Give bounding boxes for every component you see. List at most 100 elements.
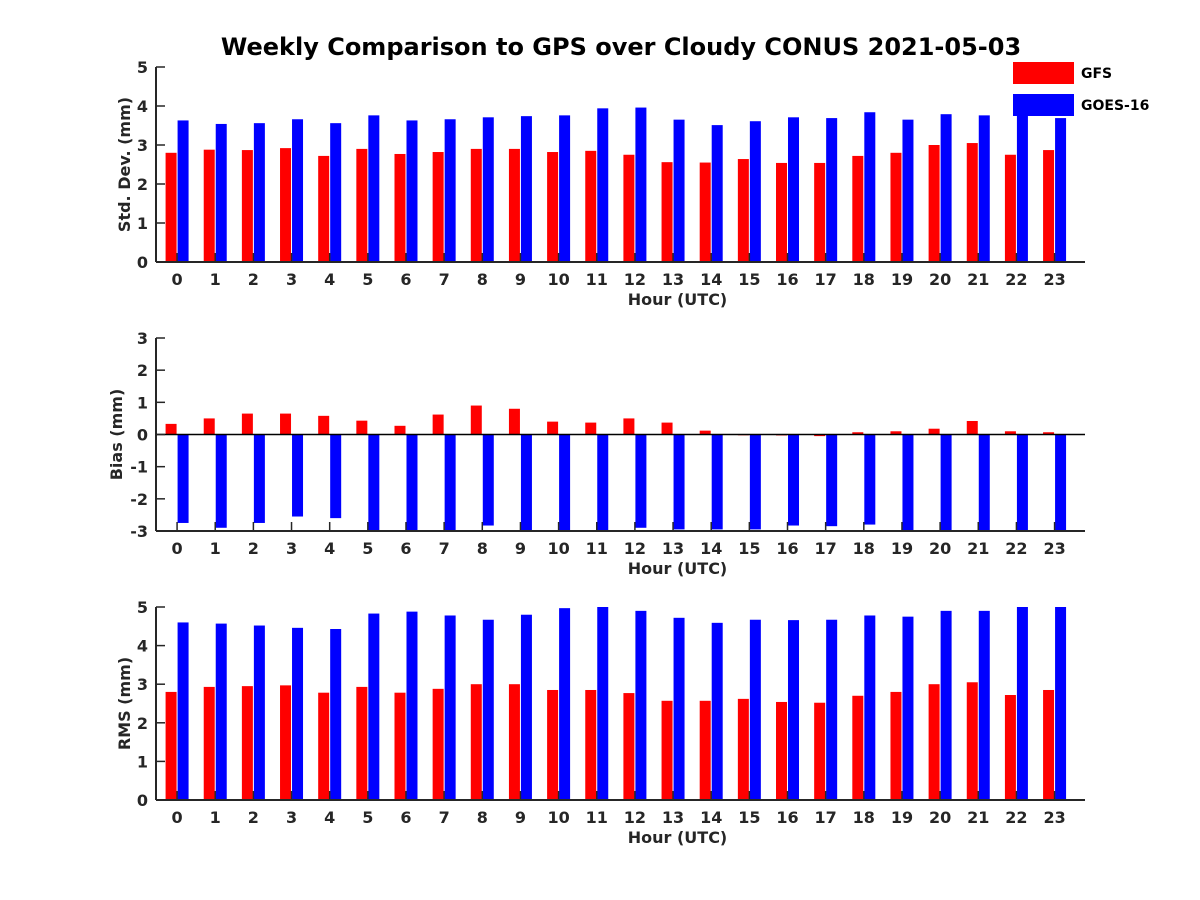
bar-goes-16-hour-15: [749, 434, 761, 530]
bar-gfs-hour-10: [547, 152, 559, 262]
bar-goes-16-hour-5: [368, 115, 380, 262]
bar-gfs-hour-2: [241, 150, 253, 262]
bar-gfs-hour-17: [814, 702, 826, 800]
bar-goes-16-hour-12: [635, 610, 647, 800]
x-tick-label: 12: [624, 270, 646, 289]
x-tick-label: 18: [853, 539, 875, 558]
x-axis-label: Hour (UTC): [628, 828, 728, 847]
x-tick-label: 21: [967, 270, 989, 289]
bar-goes-16-hour-2: [253, 123, 265, 262]
bar-goes-16-hour-0: [177, 120, 189, 263]
y-tick-label: 1: [137, 214, 148, 233]
x-tick-label: 11: [586, 539, 608, 558]
x-tick-label: 21: [967, 808, 989, 827]
x-tick-label: 14: [700, 270, 722, 289]
bar-goes-16-hour-7: [444, 615, 456, 800]
bar-gfs-hour-19: [890, 691, 902, 800]
bar-goes-16-hour-19: [902, 616, 914, 800]
x-tick-label: 23: [1043, 539, 1065, 558]
bar-goes-16-hour-1: [215, 434, 227, 528]
y-tick-label: 0: [137, 426, 148, 445]
x-tick-label: 22: [1005, 808, 1027, 827]
bar-goes-16-hour-21: [978, 115, 990, 262]
bar-gfs-hour-1: [203, 149, 215, 262]
x-tick-label: 23: [1043, 808, 1065, 827]
bar-gfs-hour-0: [165, 691, 177, 800]
y-tick-label: -2: [130, 490, 148, 509]
y-tick-label: 5: [137, 58, 148, 77]
x-tick-label: 4: [324, 808, 335, 827]
bar-goes-16-hour-23: [1055, 118, 1067, 262]
x-tick-label: 2: [248, 539, 259, 558]
x-tick-label: 3: [286, 270, 297, 289]
legend: GFS GOES-16: [1013, 62, 1149, 116]
y-tick-label: -3: [130, 522, 148, 541]
x-tick-label: 20: [929, 539, 951, 558]
bar-goes-16-hour-0: [177, 622, 189, 800]
bar-gfs-hour-22: [1004, 154, 1016, 262]
bar-goes-16-hour-9: [520, 434, 532, 531]
x-tick-label: 6: [400, 270, 411, 289]
bar-gfs-hour-15: [737, 698, 749, 800]
bar-goes-16-hour-14: [711, 125, 723, 262]
x-tick-label: 15: [738, 539, 760, 558]
x-tick-label: 10: [547, 808, 569, 827]
x-tick-label: 0: [172, 270, 183, 289]
bar-gfs-hour-6: [394, 692, 406, 800]
x-tick-label: 17: [815, 270, 837, 289]
bar-goes-16-hour-16: [788, 434, 800, 526]
x-tick-label: 4: [324, 539, 335, 558]
bar-goes-16-hour-13: [673, 617, 685, 800]
bar-gfs-hour-14: [699, 700, 711, 800]
bar-gfs-hour-18: [852, 695, 864, 800]
x-axis-label: Hour (UTC): [628, 290, 728, 309]
bar-gfs-hour-1: [203, 686, 215, 800]
bar-gfs-hour-23: [1043, 432, 1055, 435]
x-tick-label: 9: [515, 808, 526, 827]
figure-title: Weekly Comparison to GPS over Cloudy CON…: [221, 33, 1021, 61]
bar-gfs-hour-5: [356, 686, 368, 800]
bar-goes-16-hour-11: [597, 434, 609, 531]
bar-gfs-hour-8: [470, 405, 482, 435]
bar-gfs-hour-23: [1043, 150, 1055, 262]
bar-goes-16-hour-20: [940, 434, 952, 531]
bar-goes-16-hour-0: [177, 434, 189, 523]
x-tick-label: 20: [929, 808, 951, 827]
bar-goes-16-hour-3: [292, 434, 304, 517]
bar-gfs-hour-13: [661, 700, 673, 800]
bar-gfs-hour-4: [318, 692, 330, 800]
bar-gfs-hour-12: [623, 154, 635, 262]
x-tick-label: 23: [1043, 270, 1065, 289]
x-tick-label: 7: [439, 539, 450, 558]
bar-gfs-hour-17: [814, 434, 826, 437]
x-axis-label: Hour (UTC): [628, 559, 728, 578]
x-tick-label: 2: [248, 808, 259, 827]
y-tick-label: 4: [137, 637, 148, 656]
x-tick-label: 22: [1005, 270, 1027, 289]
bar-gfs-hour-6: [394, 425, 406, 435]
legend-label: GOES-16: [1081, 98, 1149, 114]
bar-gfs-hour-19: [890, 152, 902, 262]
bar-gfs-hour-22: [1004, 695, 1016, 800]
y-tick-label: 1: [137, 752, 148, 771]
bar-gfs-hour-11: [585, 422, 597, 435]
x-tick-label: 4: [324, 270, 335, 289]
y-tick-label: 3: [137, 675, 148, 694]
bar-goes-16-hour-23: [1055, 607, 1067, 800]
bar-gfs-hour-23: [1043, 689, 1055, 800]
bar-goes-16-hour-6: [406, 434, 418, 531]
x-tick-label: 9: [515, 270, 526, 289]
bar-gfs-hour-14: [699, 162, 711, 262]
bar-goes-16-hour-12: [635, 434, 647, 528]
bar-goes-16-hour-9: [520, 116, 532, 262]
bar-gfs-hour-0: [165, 423, 177, 435]
bar-gfs-hour-14: [699, 430, 711, 435]
bar-goes-16-hour-10: [559, 608, 571, 800]
bar-goes-16-hour-5: [368, 613, 380, 800]
bar-goes-16-hour-17: [826, 434, 838, 527]
bar-goes-16-hour-3: [292, 119, 304, 262]
bar-goes-16-hour-4: [330, 434, 342, 519]
